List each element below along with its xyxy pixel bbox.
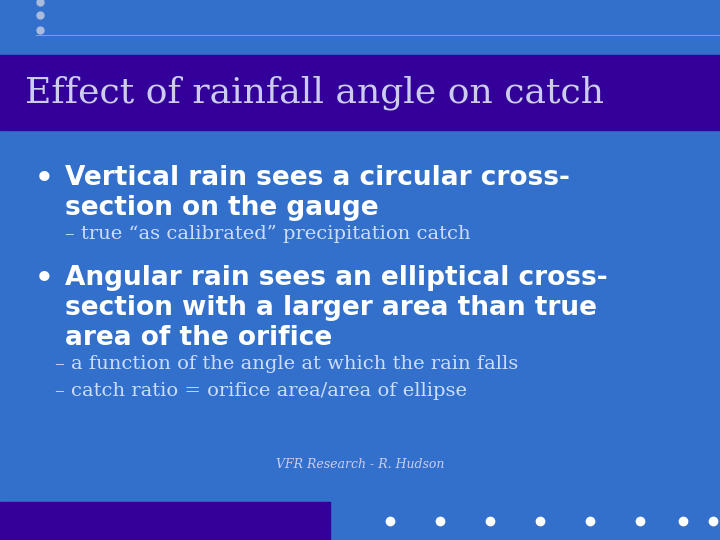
Text: •: • (35, 165, 54, 193)
Text: •: • (35, 265, 54, 293)
Text: – catch ratio = orifice area/area of ellipse: – catch ratio = orifice area/area of ell… (55, 382, 467, 400)
Text: Angular rain sees an elliptical cross-: Angular rain sees an elliptical cross- (65, 265, 608, 291)
Text: – true “as calibrated” precipitation catch: – true “as calibrated” precipitation cat… (65, 225, 471, 243)
Text: – a function of the angle at which the rain falls: – a function of the angle at which the r… (55, 355, 518, 373)
Text: section on the gauge: section on the gauge (65, 195, 379, 221)
Text: Effect of rainfall angle on catch: Effect of rainfall angle on catch (25, 75, 604, 110)
Text: section with a larger area than true: section with a larger area than true (65, 295, 597, 321)
Text: area of the orifice: area of the orifice (65, 325, 332, 351)
Text: Vertical rain sees a circular cross-: Vertical rain sees a circular cross- (65, 165, 570, 191)
Text: VFR Research - R. Hudson: VFR Research - R. Hudson (276, 458, 444, 471)
